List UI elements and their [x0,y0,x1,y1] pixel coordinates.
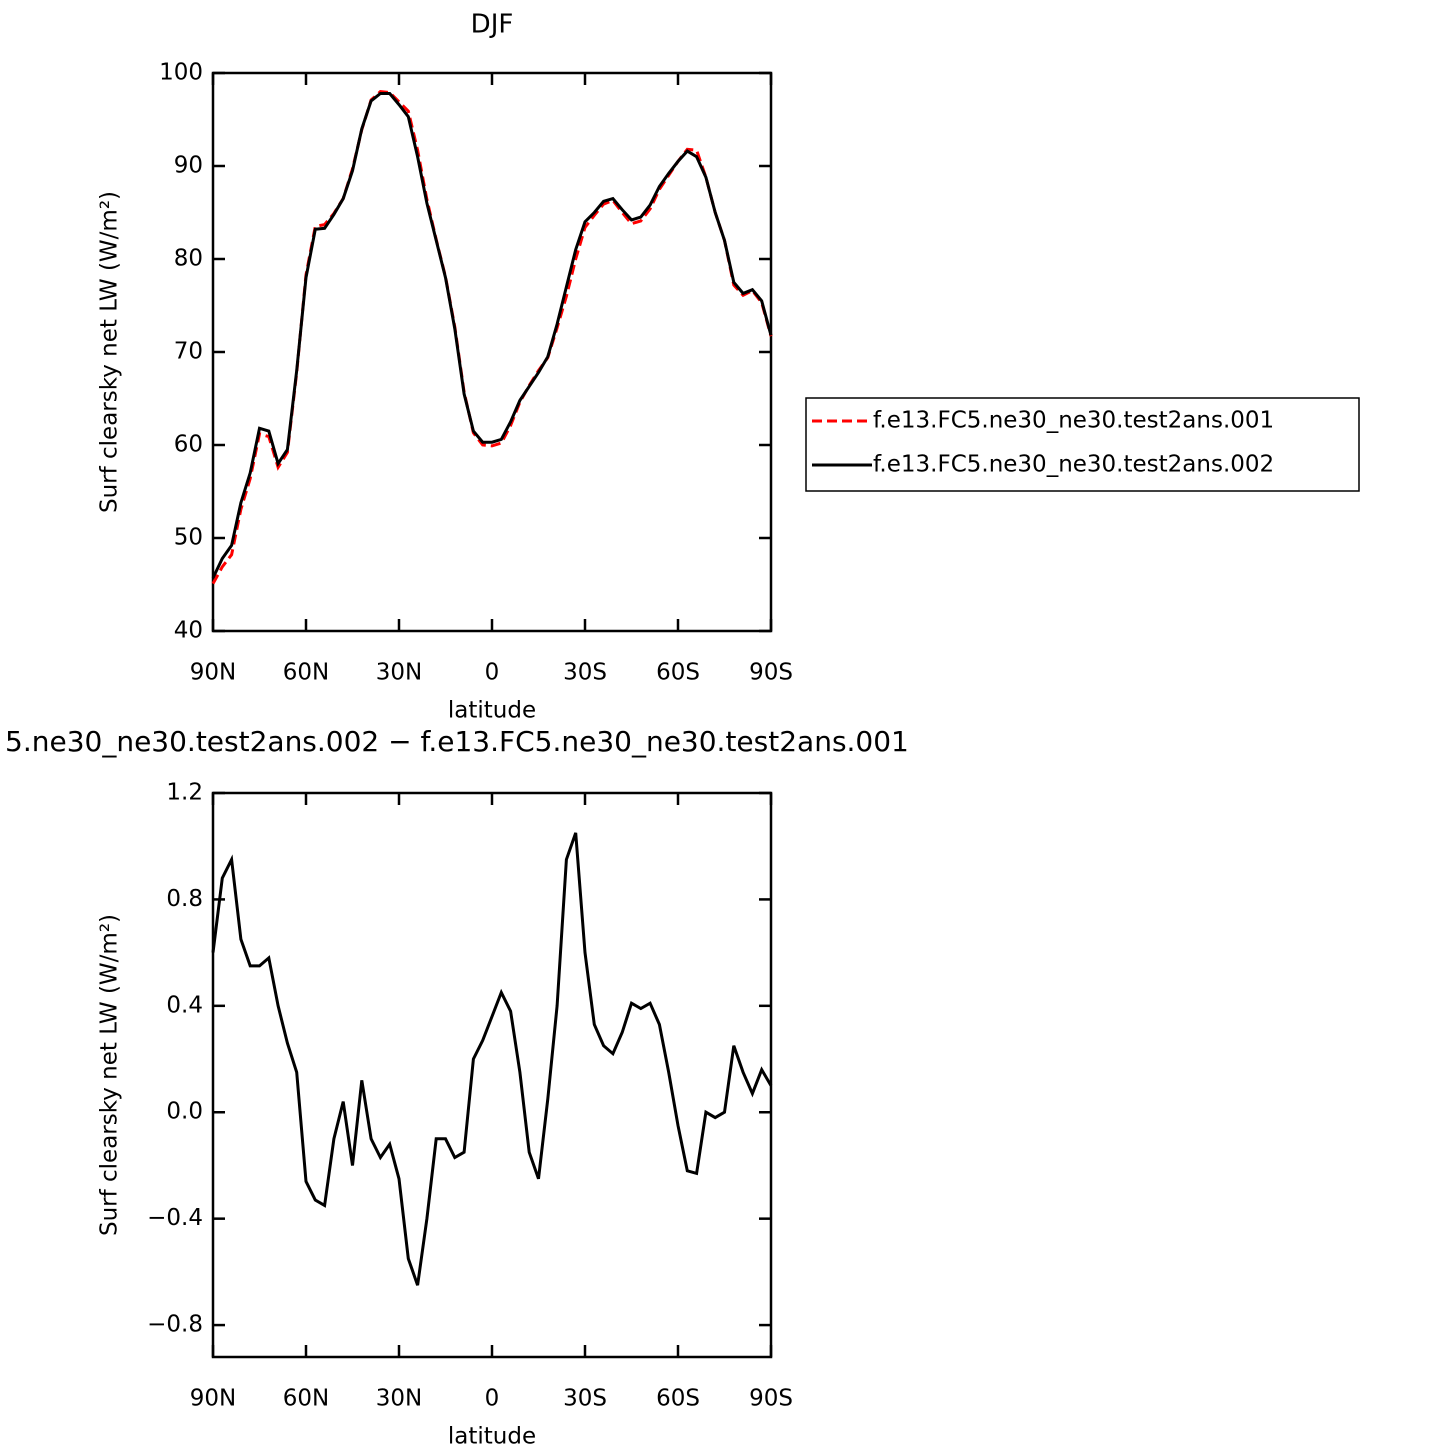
x-tick-label: 30N [376,1386,422,1412]
y-axis-label: Surf clearsky net LW (W/m²) [97,914,123,1236]
y-tick-label: 90 [174,153,203,179]
x-tick-label: 0 [485,660,500,686]
y-tick-label: 60 [174,432,203,458]
y-tick-label: 1.2 [166,780,203,806]
y-tick-label: 100 [159,60,203,86]
data-line [211,92,773,579]
y-tick-label: 0.8 [166,886,203,912]
x-tick-label: 60N [283,660,329,686]
y-axis-label: Surf clearsky net LW (W/m²) [97,191,123,513]
x-tick-label: 60S [656,1386,700,1412]
plot-frame [211,71,773,633]
legend-label: f.e13.FC5.ne30_ne30.test2ans.001 [873,408,1274,434]
x-tick-label: 30N [376,660,422,686]
chart-title: DJF [471,10,514,40]
x-tick-label: 90N [190,660,236,686]
x-tick-label: 0 [485,1386,500,1412]
x-tick-label: 90S [749,1386,793,1412]
x-tick-label: 90S [749,660,793,686]
data-line [211,90,773,585]
y-tick-label: 40 [174,618,203,644]
y-tick-label: −0.8 [147,1312,203,1338]
x-tick-label: 90N [190,1386,236,1412]
x-tick-label: 60S [656,660,700,686]
x-tick-label: 30S [563,660,607,686]
legend-box [805,397,1360,492]
y-tick-label: −0.4 [147,1205,203,1231]
x-tick-label: 60N [283,1386,329,1412]
y-tick-label: 0.4 [166,992,203,1018]
data-line [211,832,773,1286]
x-axis-label: latitude [448,698,536,724]
y-tick-label: 70 [174,339,203,365]
chart-title: 5.ne30_ne30.test2ans.002 − f.e13.FC5.ne3… [5,725,909,758]
y-tick-label: 50 [174,525,203,551]
x-axis-label: latitude [448,1424,536,1450]
legend-label: f.e13.FC5.ne30_ne30.test2ans.002 [873,452,1274,478]
y-tick-label: 0.0 [166,1099,203,1125]
y-tick-label: 80 [174,246,203,272]
x-tick-label: 30S [563,1386,607,1412]
